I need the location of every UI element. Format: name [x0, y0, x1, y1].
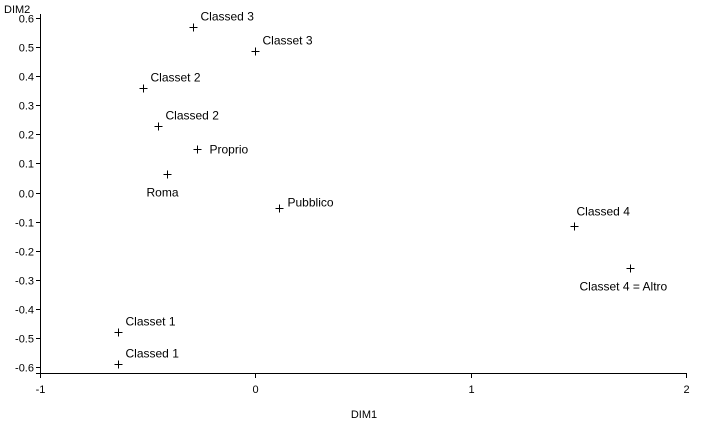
point-label: Classed 4: [577, 205, 631, 219]
y-axis-title: DIM2: [4, 4, 30, 16]
plus-marker: [626, 264, 635, 273]
point-label: Classet 1: [126, 315, 176, 329]
data-point: Classet 3: [251, 34, 313, 56]
data-point: Pubblico: [275, 196, 334, 213]
x-tick-label: 2: [683, 384, 689, 396]
y-tick-label: 0.6: [19, 14, 34, 26]
point-label: Classed 1: [126, 347, 180, 361]
y-tick-label: 0.0: [19, 189, 34, 201]
y-tick-label: 0.2: [19, 130, 34, 142]
y-tick-label: -0.6: [15, 363, 34, 375]
plus-marker: [154, 122, 163, 131]
point-label: Proprio: [210, 143, 249, 157]
point-label: Classed 2: [166, 109, 220, 123]
plus-marker: [251, 47, 260, 56]
y-tick-label: 0.4: [19, 72, 34, 84]
data-point: Classed 2: [154, 109, 220, 131]
x-tick-label: 0: [252, 384, 258, 396]
plus-marker: [114, 360, 123, 369]
y-tick-label: -0.1: [15, 218, 34, 230]
y-tick-label: -0.3: [15, 276, 34, 288]
y-axis-ticks: 0.6 0.5 0.4 0.3 0.2 0.1 0.0 -0.1 -0.2 -0.3 -0.4 -0.…: [15, 14, 40, 375]
data-point: Classed 3: [189, 10, 255, 32]
point-label: Classet 2: [151, 71, 201, 85]
axes: [36, 14, 687, 374]
point-label: Pubblico: [288, 196, 334, 210]
data-point: Classed 4: [570, 205, 631, 231]
plus-marker: [139, 84, 148, 93]
plus-marker: [114, 328, 123, 337]
data-point: Classet 1: [114, 315, 176, 337]
y-tick-label: 0.3: [19, 101, 34, 113]
x-tick-label: -1: [36, 384, 46, 396]
y-tick-label: 0.1: [19, 159, 34, 171]
x-axis-ticks: -1 0 1 2: [36, 373, 690, 396]
point-label: Classet 4 = Altro: [580, 280, 668, 294]
x-axis-title: DIM1: [351, 409, 377, 421]
point-label: Roma: [147, 186, 179, 200]
plus-marker: [193, 145, 202, 154]
y-tick-label: -0.4: [15, 305, 34, 317]
plus-marker: [570, 222, 579, 231]
x-tick-label: 1: [468, 384, 474, 396]
plus-marker: [275, 204, 284, 213]
plus-marker: [163, 170, 172, 179]
y-tick-label: 0.5: [19, 43, 34, 55]
y-tick-label: -0.5: [15, 334, 34, 346]
data-point: Proprio: [193, 143, 249, 157]
point-label: Classet 3: [263, 34, 313, 48]
data-points: Classed 3 Classet 3 Classet 2 Classed 2 Prop…: [114, 10, 668, 369]
plus-marker: [189, 23, 198, 32]
data-point: Classed 1: [114, 347, 180, 369]
data-point: Classet 2: [139, 71, 201, 93]
y-tick-label: -0.2: [15, 247, 34, 259]
data-point: Classet 4 = Altro: [580, 264, 668, 294]
point-label: Classed 3: [201, 10, 255, 24]
data-point: Roma: [147, 170, 179, 200]
